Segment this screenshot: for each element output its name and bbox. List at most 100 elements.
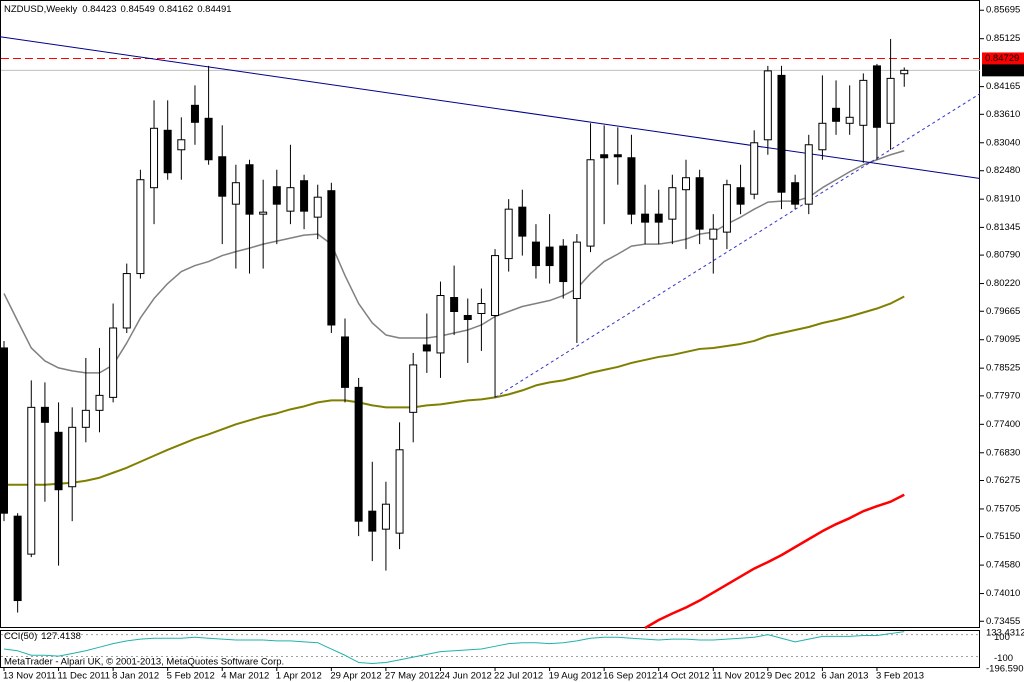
candle-body (463, 314, 472, 320)
candle-body (395, 449, 404, 534)
candle-body (750, 142, 759, 195)
candle-body (245, 164, 254, 215)
moving-average (4, 295, 905, 486)
candle-body (804, 144, 813, 205)
candle-body (422, 344, 431, 352)
candle-body (736, 187, 745, 205)
y-tick-label: 0.76830 (986, 447, 1020, 458)
x-tick-label: 11 Dec 2011 (58, 671, 110, 682)
y-tick-label: 0.81910 (986, 194, 1020, 205)
candle-body (559, 245, 568, 283)
candle-body (450, 297, 459, 313)
x-tick-label: 16 Sep 2012 (603, 671, 657, 682)
y-tick-label: 0.83610 (986, 109, 1020, 120)
candle-body (286, 187, 295, 212)
trendline (494, 93, 981, 398)
symbol-title: NZDUSD,Weekly (4, 4, 77, 15)
candle-body (109, 327, 118, 398)
cci-title: CCI(50) (4, 631, 37, 642)
x-tick-label: 14 Oct 2012 (658, 671, 710, 682)
price-label: 0.84729 (985, 53, 1019, 64)
candle-body (341, 336, 349, 388)
y-tick-label: 0.78525 (986, 363, 1020, 374)
candle-body (504, 208, 513, 260)
candle-body (845, 116, 854, 124)
x-tick-label: 19 Aug 2012 (549, 671, 602, 682)
x-tick-label: 13 Nov 2011 (3, 671, 56, 682)
x-tick-label: 8 Jan 2012 (112, 671, 159, 682)
candle-body (491, 255, 500, 316)
candle-body (177, 139, 186, 151)
x-tick-label: 9 Dec 2012 (767, 671, 816, 682)
candle-body (27, 406, 36, 555)
candle-body (682, 177, 690, 191)
candle-body (763, 70, 772, 141)
candle-body (436, 295, 445, 354)
y-tick-label: 0.83040 (986, 137, 1020, 148)
candle-body (777, 74, 786, 193)
main-panel (0, 0, 980, 628)
y-tick-label: 0.77970 (986, 390, 1020, 401)
y-tick-label: 0.79665 (986, 306, 1020, 317)
cci-tick-label: -100 (994, 653, 1013, 664)
candle-body (54, 431, 63, 491)
price-label-box (982, 52, 1024, 65)
candle-body (163, 129, 172, 174)
candle-body (818, 122, 827, 151)
candle-body (259, 211, 268, 215)
x-tick-label: 11 Nov 2012 (712, 671, 765, 682)
candle-body (900, 69, 909, 75)
candle-body (613, 154, 622, 158)
x-tick-label: 24 Jun 2012 (439, 671, 491, 682)
x-tick-label: 6 Jan 2013 (821, 671, 868, 682)
candle-body (68, 426, 77, 488)
price-label-box (982, 64, 1024, 77)
y-tick-label: 0.74010 (986, 588, 1020, 599)
candle-body (531, 241, 540, 267)
candle-body (40, 406, 49, 423)
y-tick-label: 0.82480 (986, 165, 1020, 176)
candle-body (832, 107, 841, 122)
y-tick-label: 0.76275 (986, 475, 1020, 486)
y-tick-label: 0.80220 (986, 278, 1020, 289)
x-tick-label: 5 Feb 2012 (167, 671, 215, 682)
header-open: 0.84423 (82, 4, 116, 15)
y-tick-label: 0.84165 (986, 81, 1020, 92)
price-label: 0.84491 (985, 65, 1019, 76)
candle-body (95, 394, 104, 411)
candle-body (791, 182, 800, 205)
candle-body (600, 154, 609, 159)
candle-body (190, 104, 199, 123)
plot-content (0, 36, 981, 664)
header-low: 0.84162 (159, 4, 193, 15)
candle-body (695, 177, 704, 230)
y-tick-label: 0.81345 (986, 222, 1020, 233)
cci-tick-label: 100 (994, 632, 1010, 643)
candle-body (641, 213, 650, 223)
candle-body (668, 187, 677, 220)
x-tick-label: 3 Feb 2013 (876, 671, 924, 682)
candle-body (586, 159, 595, 247)
candle-body (627, 157, 636, 215)
candle-body (872, 65, 881, 128)
cci-max-label: 133.4312 (986, 628, 1024, 639)
candle-body (368, 510, 377, 532)
y-tick-label: 0.73455 (986, 616, 1020, 627)
y-tick-label: 0.80790 (986, 250, 1020, 261)
y-tick-label: 0.77400 (986, 419, 1020, 430)
y-tick-label: 0.85695 (986, 5, 1020, 16)
candle-body (204, 117, 213, 161)
candle-body (409, 364, 418, 413)
candle-body (136, 179, 145, 275)
candle-body (13, 515, 22, 602)
candle-body (231, 182, 240, 205)
y-tick-label: 0.74580 (986, 560, 1020, 571)
cci-line (3, 631, 905, 664)
candle-body (327, 190, 336, 326)
candle-body (477, 303, 486, 315)
candle-body (859, 79, 868, 126)
footer-text: MetaTrader - Alpari UK, © 2001-2013, Met… (4, 657, 284, 668)
cci-panel (0, 630, 980, 668)
